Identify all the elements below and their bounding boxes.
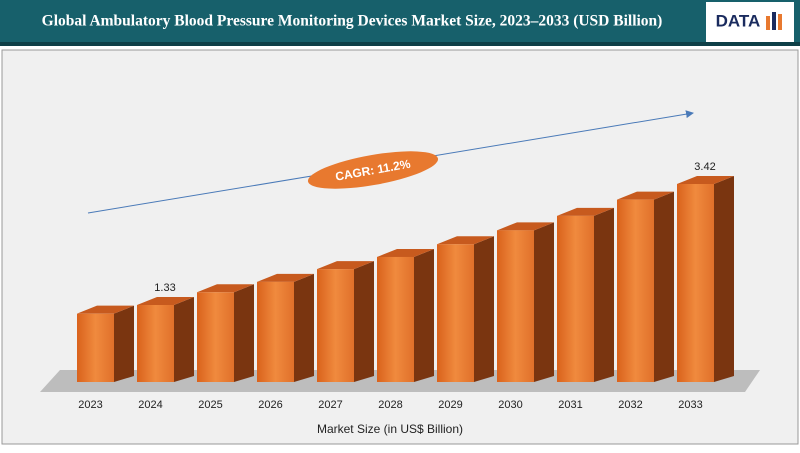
bar (257, 281, 294, 382)
bar-top (257, 273, 314, 282)
bar-top (137, 297, 194, 305)
bar-top (437, 236, 494, 245)
bar (197, 292, 234, 382)
cagr-badge (307, 151, 439, 189)
bar (557, 215, 594, 382)
bar-top (377, 248, 434, 257)
bar (317, 269, 354, 382)
x-tick-label: 2033 (678, 399, 702, 411)
bar-side (234, 284, 254, 382)
bar (617, 199, 654, 382)
bar-side (474, 236, 494, 382)
bar-top (557, 207, 614, 216)
bar-top (497, 222, 554, 231)
x-tick-label: 2030 (498, 399, 522, 411)
bar-top (197, 284, 254, 293)
bar-top (77, 305, 134, 314)
value-label: 1.33 (154, 282, 175, 294)
x-tick-label: 2024 (138, 399, 162, 411)
x-tick-label: 2026 (258, 399, 282, 411)
bar-side (714, 176, 734, 382)
bar-side (114, 305, 134, 382)
bar (77, 313, 114, 382)
x-tick-label: 2031 (558, 399, 582, 411)
header-bar (0, 0, 800, 46)
bar-side (294, 273, 314, 382)
x-tick-label: 2023 (78, 399, 102, 411)
x-axis-title: Market Size (in US$ Billion) (317, 422, 463, 436)
x-tick-label: 2029 (438, 399, 462, 411)
bar-top (317, 261, 374, 270)
bar (377, 256, 414, 382)
x-tick-label: 2032 (618, 399, 642, 411)
bar-top (617, 191, 674, 200)
x-tick-label: 2027 (318, 399, 342, 411)
bar (497, 230, 534, 382)
bar (137, 305, 174, 382)
x-tick-label: 2025 (198, 399, 222, 411)
bar-side (534, 222, 554, 382)
logo: DATA (716, 11, 761, 30)
bar-top (677, 176, 734, 184)
bar (437, 244, 474, 382)
bar-side (174, 297, 194, 382)
header-rule (0, 42, 800, 46)
bar-side (594, 207, 614, 382)
bar-side (654, 191, 674, 382)
chart-title: Global Ambulatory Blood Pressure Monitor… (42, 13, 663, 30)
bar (677, 184, 714, 382)
x-tick-label: 2028 (378, 399, 402, 411)
value-label: 3.42 (694, 161, 715, 173)
logo-icon (766, 12, 782, 30)
bar-side (414, 248, 434, 382)
bar-side (354, 261, 374, 382)
